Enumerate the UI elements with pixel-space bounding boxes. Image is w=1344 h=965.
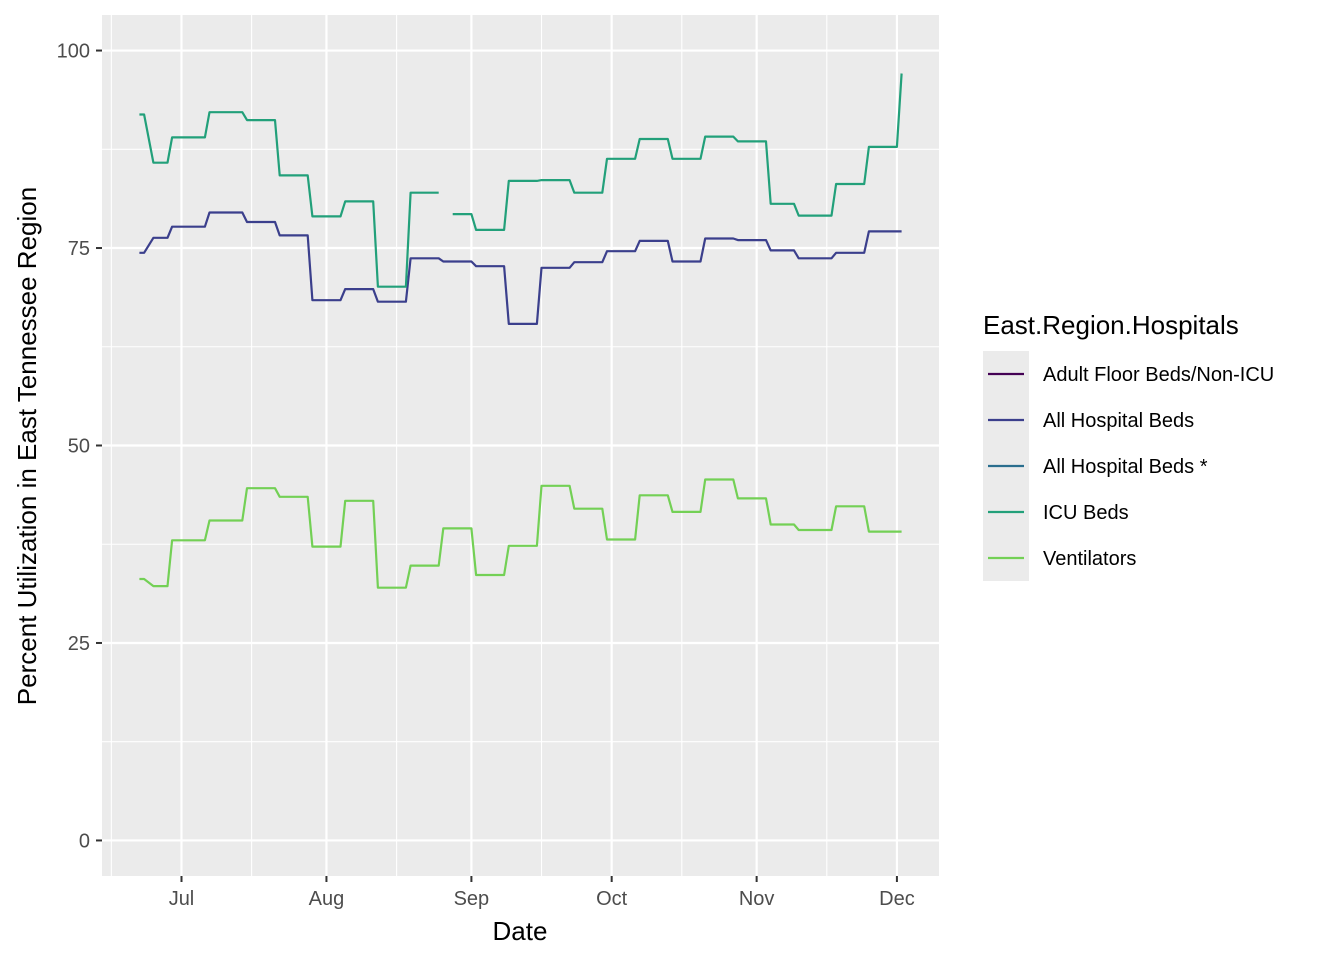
y-axis: 0 25 50 75 100 [57,41,102,852]
y-tick-label: 75 [68,238,90,260]
grid-major [102,15,939,876]
y-axis-title: Percent Utilization in East Tennessee Re… [12,187,42,705]
x-tick-label: Jul [169,888,195,910]
x-axis-title: Date [493,916,548,946]
legend-keys: Adult Floor Beds/Non-ICU All Hospital Bed… [983,351,1274,581]
x-tick-label: Aug [309,888,345,910]
x-tick-label: Oct [596,888,628,910]
series-line-all-hospital-beds [139,211,902,325]
y-tick-label: 0 [79,830,90,852]
x-tick-label: Nov [739,888,775,910]
series-line-ventilators [139,478,902,589]
series-line-icu-beds [452,73,903,231]
y-tick-label: 50 [68,436,90,458]
legend-label-all-hospital-beds: All Hospital Beds [1043,410,1194,432]
y-tick-label: 100 [57,41,90,63]
series-layer [139,73,903,589]
legend: East.Region.Hospitals Adult Floor Beds/N… [983,310,1274,581]
legend-label-icu-beds: ICU Beds [1043,502,1129,524]
legend-label-adult-floor-beds-non-icu: Adult Floor Beds/Non-ICU [1043,364,1274,386]
legend-label-ventilators: Ventilators [1043,548,1136,570]
x-tick-label: Dec [879,888,915,910]
series-line-icu-beds [139,111,439,288]
x-tick-label: Sep [454,888,490,910]
legend-label-all-hospital-beds: All Hospital Beds * [1043,456,1208,478]
y-tick-label: 25 [68,633,90,655]
x-axis: Jul Aug Sep Oct Nov Dec [169,876,915,910]
legend-title: East.Region.Hospitals [983,310,1239,340]
